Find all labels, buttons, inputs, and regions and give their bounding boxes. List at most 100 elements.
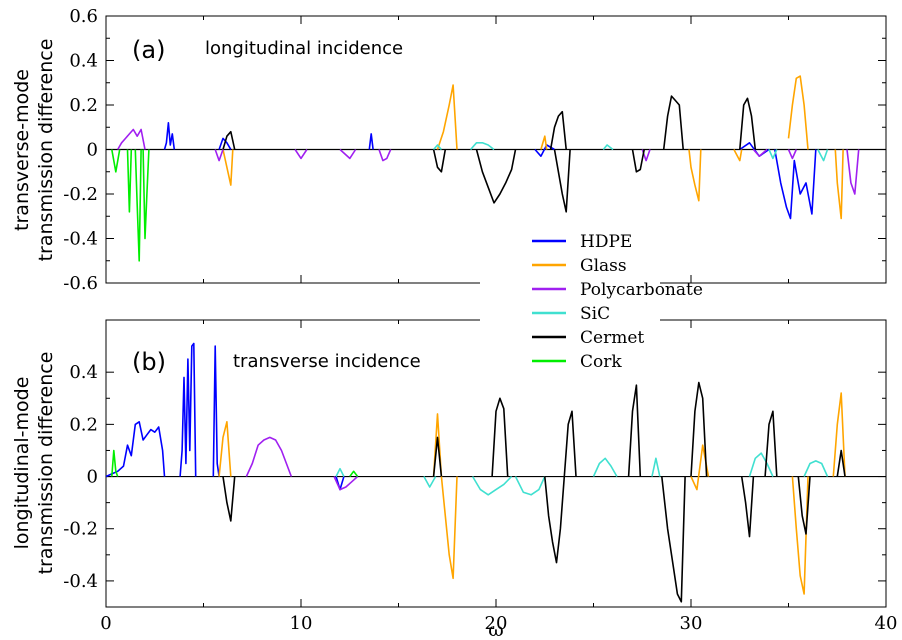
panel-b-ylabel-line2: transmission difference bbox=[35, 352, 57, 575]
series-cermet-line bbox=[432, 149, 447, 173]
series-glass-line bbox=[733, 149, 743, 162]
series-glass-line bbox=[222, 149, 234, 186]
series-glass-line bbox=[436, 84, 458, 150]
y-tick-label: 0.4 bbox=[69, 362, 98, 383]
legend-label-sic: SiC bbox=[580, 304, 610, 324]
panel-a-ylabel-line1: transverse-mode bbox=[11, 69, 33, 231]
series-cermet-line bbox=[690, 381, 708, 477]
series-sic-line bbox=[469, 142, 495, 151]
series-polycarbonate-line bbox=[339, 148, 357, 160]
series-sic-line bbox=[651, 457, 661, 477]
legend-box bbox=[480, 226, 660, 374]
series-hdpe-line bbox=[212, 345, 220, 477]
series-cermet-line bbox=[222, 476, 236, 522]
panel-b-xlabel: ω bbox=[488, 619, 504, 640]
y-tick-label: 0.2 bbox=[69, 95, 98, 116]
series-cermet-line bbox=[836, 449, 846, 477]
y-tick-label: -0.2 bbox=[63, 519, 98, 540]
series-sic-line bbox=[748, 452, 774, 477]
panel-b-annotation: transverse incidence bbox=[233, 351, 421, 372]
series-hdpe-line bbox=[106, 421, 166, 478]
series-polycarbonate-line bbox=[214, 149, 224, 162]
series-hdpe-line bbox=[179, 342, 197, 477]
series-cermet-line bbox=[764, 410, 778, 477]
series-glass-line bbox=[440, 476, 458, 580]
series-glass-line bbox=[787, 75, 809, 150]
series-polycarbonate-line bbox=[117, 128, 146, 150]
x-tick-label: 20 bbox=[485, 613, 508, 634]
y-tick-label: 0 bbox=[87, 467, 98, 488]
series-cork-line bbox=[142, 149, 150, 240]
series-sic-line bbox=[803, 460, 829, 477]
series-cermet-line bbox=[491, 397, 509, 477]
panel-b-plot bbox=[106, 342, 846, 603]
series-cermet-line bbox=[797, 476, 811, 535]
y-tick-label: 0.2 bbox=[69, 414, 98, 435]
series-polycarbonate-line bbox=[333, 475, 359, 491]
series-cermet-line bbox=[563, 410, 577, 477]
y-tick-label: -0.2 bbox=[63, 184, 98, 205]
legend-entries: HDPE Glass Polycarbonate SiC Cermet Cork bbox=[532, 232, 703, 372]
y-tick-label: -0.4 bbox=[63, 229, 98, 250]
panel-a-ylabel-line2: transmission difference bbox=[35, 39, 57, 262]
y-tick-label: -0.4 bbox=[63, 571, 98, 592]
series-hdpe-line bbox=[774, 149, 817, 220]
series-cermet-line bbox=[475, 149, 517, 204]
panel-a-label: (a) bbox=[132, 36, 165, 64]
panel-b-ylabel-line1: longitudinal-mode bbox=[11, 377, 33, 550]
panel-a-annotation: longitudinal incidence bbox=[205, 38, 403, 59]
panel-a-plot bbox=[111, 75, 860, 262]
series-cermet-line bbox=[549, 110, 567, 150]
series-cermet-line bbox=[661, 476, 686, 603]
legend-label-polycarbonate: Polycarbonate bbox=[580, 280, 703, 300]
series-glass-line bbox=[218, 421, 232, 477]
series-hdpe-line bbox=[368, 133, 374, 150]
legend-label-hdpe: HDPE bbox=[580, 232, 632, 252]
series-sic-line bbox=[602, 144, 614, 151]
series-cork-line bbox=[111, 149, 121, 173]
series-cermet-line bbox=[739, 97, 757, 150]
panel-a-axes: -0.6 -0.4 -0.2 0 0.2 0.4 0.6 bbox=[63, 6, 887, 294]
series-glass-line bbox=[834, 149, 844, 220]
x-tick-label: 0 bbox=[100, 613, 111, 634]
series-polycarbonate-line bbox=[245, 436, 293, 477]
series-glass-line bbox=[540, 135, 548, 150]
series-cermet-line bbox=[662, 95, 684, 150]
panel-b-label: (b) bbox=[132, 348, 166, 376]
series-sic-line bbox=[768, 149, 778, 160]
x-tick-label: 40 bbox=[875, 613, 898, 634]
y-tick-label: 0.6 bbox=[69, 6, 98, 27]
series-sic-line bbox=[514, 476, 546, 496]
series-cermet-line bbox=[544, 476, 566, 564]
series-polycarbonate-line bbox=[787, 149, 798, 160]
series-glass-line bbox=[791, 476, 809, 595]
series-sic-line bbox=[592, 457, 618, 477]
y-tick-label: 0.4 bbox=[69, 51, 98, 72]
series-polycarbonate-line bbox=[294, 149, 308, 160]
panel-b: (b) transverse incidence longitudinal-mo… bbox=[11, 319, 897, 640]
series-cork-line bbox=[349, 470, 359, 477]
series-polycarbonate-line bbox=[378, 149, 392, 162]
series-sic-line bbox=[432, 144, 443, 151]
legend-label-cermet: Cermet bbox=[580, 328, 644, 348]
legend: HDPE Glass Polycarbonate SiC Cermet Cork bbox=[480, 226, 703, 374]
series-cermet-line bbox=[740, 476, 755, 538]
series-cermet-line bbox=[222, 130, 236, 150]
panel-b-axes: 0 10 20 30 40 -0.4 -0.2 0 0.2 0.4 bbox=[63, 320, 897, 634]
y-tick-label: 0 bbox=[87, 140, 98, 161]
series-cermet-line bbox=[432, 436, 443, 477]
series-sic-line bbox=[471, 475, 513, 496]
panel-a: (a) longitudinal incidence transverse-mo… bbox=[11, 6, 887, 294]
y-tick-label: -0.6 bbox=[63, 273, 98, 294]
series-cermet-line bbox=[627, 384, 642, 477]
x-tick-label: 10 bbox=[290, 613, 313, 634]
series-glass-line bbox=[688, 149, 702, 202]
series-polycarbonate-line bbox=[846, 149, 860, 195]
legend-label-cork: Cork bbox=[580, 352, 622, 372]
series-glass-line bbox=[832, 392, 846, 477]
series-sic-line bbox=[423, 476, 437, 488]
series-cermet-line bbox=[631, 149, 645, 173]
series-polycarbonate-line bbox=[752, 148, 768, 157]
series-hdpe-line bbox=[163, 122, 176, 150]
